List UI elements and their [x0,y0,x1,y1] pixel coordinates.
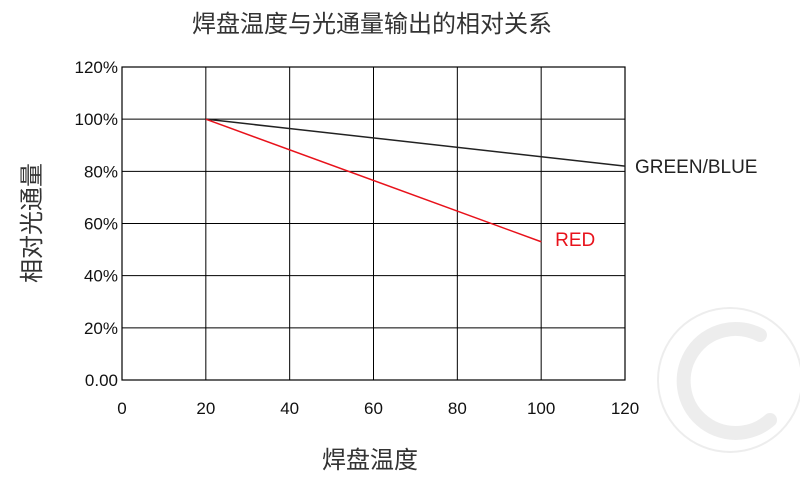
series-label-green-blue: GREEN/BLUE [635,157,757,178]
x-tick-label: 20 [196,399,215,418]
series-line-red [205,118,542,243]
y-tick-label: 60% [84,215,118,234]
x-tick-label: 40 [280,399,299,418]
grid-lines [122,67,625,380]
watermark-logo [657,307,800,453]
y-axis-ticks: 0.00 20% 40% 60% 80% 100% 120% [75,58,118,390]
y-tick-label: 0.00 [85,371,118,390]
series-label-red: RED [555,230,595,251]
x-tick-label: 120 [611,399,639,418]
series-layer: GREEN/BLUE RED [205,118,757,251]
y-tick-label: 40% [84,267,118,286]
plot-frame [121,66,626,381]
series-line-green-blue [205,118,626,167]
x-tick-label: 100 [527,399,555,418]
y-tick-label: 80% [84,162,118,181]
x-tick-label: 60 [364,399,383,418]
x-tick-label: 80 [448,399,467,418]
y-tick-label: 20% [84,319,118,338]
x-tick-label: 0 [117,399,126,418]
x-axis-title: 焊盘温度 [322,446,418,474]
x-axis-ticks: 0 20 40 60 80 100 120 [117,399,639,418]
y-tick-label: 120% [75,58,118,77]
y-tick-label: 100% [75,110,118,129]
y-axis-title: 相对光通量 [18,163,46,283]
chart-title: 焊盘温度与光通量输出的相对关系 [192,10,552,38]
